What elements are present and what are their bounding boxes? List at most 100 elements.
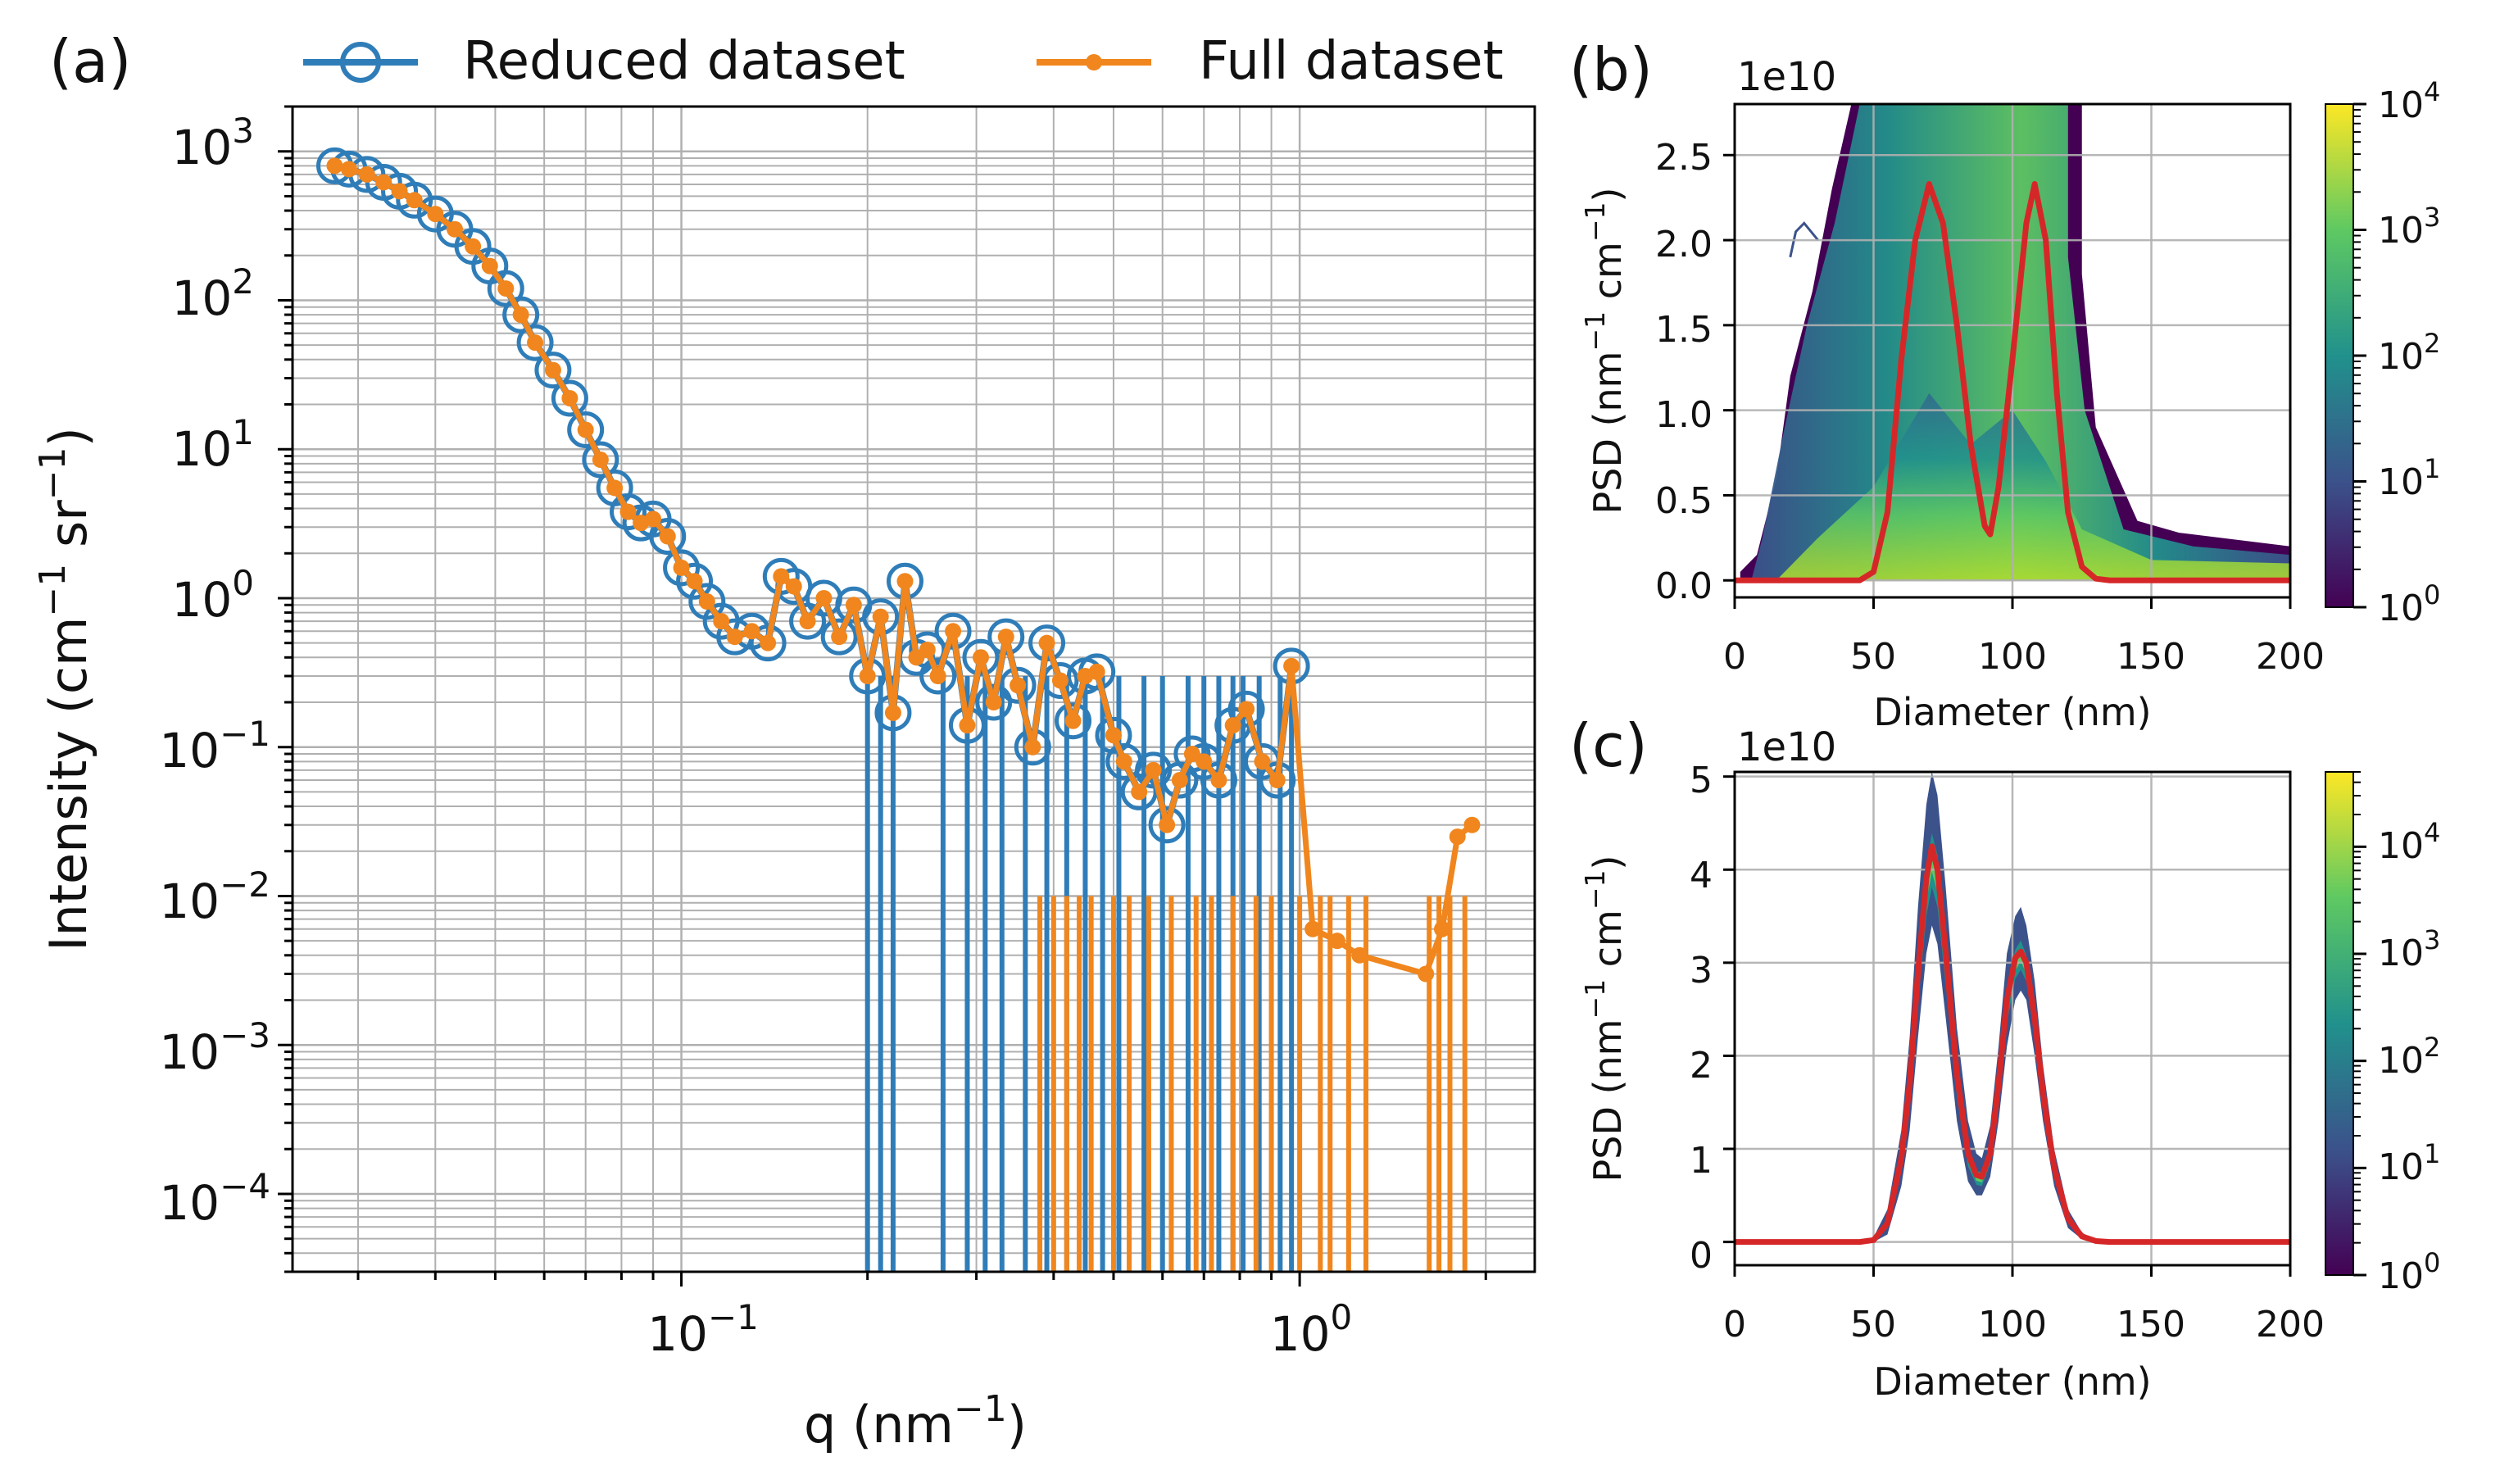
c-ytick-label: 2 (1690, 1045, 1713, 1087)
full-point (1433, 920, 1450, 937)
panel-b-plot (1735, 104, 2290, 597)
b-cbar-label: 104 (2378, 76, 2440, 126)
full-point (1159, 816, 1176, 833)
full-point (884, 704, 901, 721)
c-xtick-label: 0 (1723, 1304, 1746, 1346)
full-point (959, 717, 976, 734)
panel-c-label: (c) (1569, 711, 1648, 780)
panel-b-ticks (1723, 153, 2292, 609)
c-cbar-label: 104 (2378, 817, 2440, 867)
b-density-mid (1751, 104, 2290, 581)
panel-c-plot (1735, 772, 2290, 1265)
b-cbar-label: 100 (2378, 579, 2440, 629)
b-density-trace (1789, 221, 1819, 258)
b-colorbar-ticks (2353, 102, 2366, 609)
panel-b-colorbar: 100 101 102 103 104 (2325, 76, 2440, 629)
full-point (1024, 738, 1041, 756)
c-cbar-label: 101 (2378, 1138, 2440, 1188)
full-point (1328, 933, 1345, 950)
a-ytick-label: 101 (171, 412, 254, 477)
b-xtick-label: 200 (2256, 636, 2325, 678)
full-point (446, 220, 463, 238)
panel-b-xticks: 0 50 100 150 200 (1723, 636, 2325, 678)
reduced-point (975, 683, 1013, 721)
reduced-point (919, 657, 957, 695)
full-point (760, 634, 777, 651)
c-ytick-label: 3 (1690, 950, 1713, 992)
reduced-point (849, 657, 887, 695)
a-ytick-label: 10−3 (159, 1015, 270, 1080)
reduced-point (649, 518, 687, 556)
mean-psd-curve (1735, 843, 2290, 1246)
full-point (1105, 727, 1122, 744)
full-point (1254, 753, 1271, 770)
panel-b-ylabel: PSD (nm−1 cm−1) (1579, 188, 1630, 515)
c-xtick-label: 200 (2256, 1304, 2325, 1346)
full-point (945, 623, 962, 640)
full-point (831, 629, 848, 646)
a-xtick-label: 10−1 (647, 1297, 759, 1362)
full-point (743, 623, 760, 640)
full-point (1064, 712, 1082, 729)
b-xtick-label: 150 (2117, 636, 2185, 678)
b-ytick-label: 2.5 (1655, 137, 1713, 179)
reduced-point (1135, 751, 1173, 789)
reduced-point (567, 411, 605, 449)
reduced-point (1200, 761, 1237, 799)
legend-reduced-label: Reduced dataset (463, 31, 905, 92)
panel-c-colorbar: 100 101 102 103 104 (2325, 771, 2440, 1297)
c-cbar-label: 103 (2378, 924, 2440, 974)
panel-a-label: (a) (49, 27, 131, 96)
full-point (1010, 677, 1027, 694)
full-point (645, 511, 662, 528)
full-point (1171, 772, 1188, 789)
mean-psd-curve (1735, 181, 2290, 583)
panel-a-xlabel: q (nm−1) (804, 1388, 1027, 1455)
b-ytick-label: 2.0 (1655, 224, 1713, 265)
b-xtick-label: 50 (1850, 636, 1896, 678)
b-ytick-label: 1.0 (1655, 394, 1713, 436)
full-point (497, 280, 515, 297)
full-point (427, 206, 444, 223)
panel-c: (c) 1e10 0 1 2 3 4 5 0 50 100 150 200 Di… (1569, 711, 2440, 1404)
c-ytick-label: 5 (1690, 760, 1713, 801)
full-point (577, 421, 594, 438)
full-point (606, 479, 624, 497)
full-point (713, 613, 730, 630)
full-point (1449, 828, 1466, 846)
a-ytick-label: 10−2 (159, 865, 270, 929)
a-ytick-label: 102 (171, 261, 254, 326)
full-point (1196, 753, 1213, 770)
panel-b-xlabel: Diameter (nm) (1873, 690, 2151, 734)
reduced-point (1227, 690, 1265, 728)
c-ytick-label: 0 (1690, 1235, 1713, 1277)
c-ytick-label: 1 (1690, 1140, 1713, 1182)
panel-c-xlabel: Diameter (nm) (1873, 1359, 2151, 1404)
panel-a-frame (291, 105, 1536, 1273)
full-point (997, 629, 1014, 646)
full-point (512, 306, 529, 324)
full-point (872, 608, 889, 625)
full-point (985, 694, 1002, 711)
reduced-point (820, 618, 858, 656)
reduced-point (999, 666, 1037, 704)
full-point (972, 649, 989, 666)
c-cbar-label: 100 (2378, 1247, 2440, 1297)
full-point (1283, 657, 1300, 674)
b-ytick-label: 0.5 (1655, 480, 1713, 522)
panel-b-label: (b) (1569, 35, 1653, 104)
reduced-point (676, 562, 714, 600)
full-point (1304, 920, 1322, 937)
full-point (1115, 753, 1132, 770)
a-ytick-label: 10−4 (159, 1166, 270, 1231)
full-point (1268, 772, 1286, 789)
full-point (1051, 672, 1069, 689)
legend-reduced-marker (340, 42, 381, 83)
full-point (406, 192, 423, 209)
reduced-point (610, 493, 647, 531)
reduced-point (534, 352, 572, 389)
full-point (1131, 783, 1148, 801)
full-point (773, 568, 790, 585)
panel-a-ytick-labels: 103 102 101 100 10−1 10−2 10−3 10−4 (159, 111, 270, 1231)
